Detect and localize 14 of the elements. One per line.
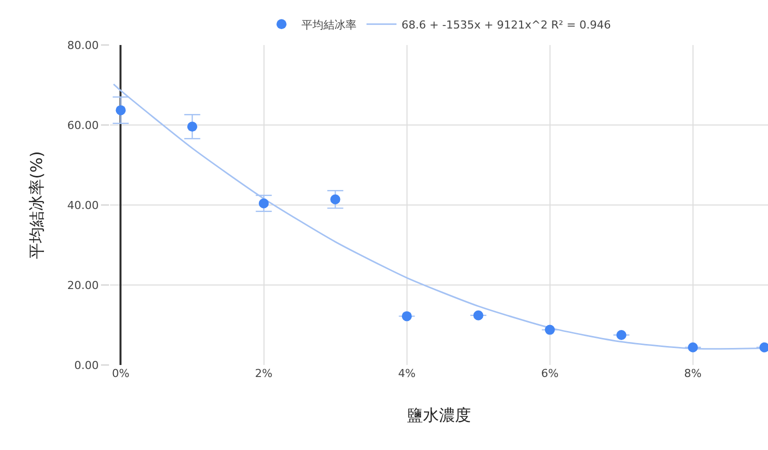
y-axis-title: 平均結冰率(%) [27, 151, 46, 259]
x-tick-label: 2% [255, 367, 272, 380]
y-tick-label: 20.00 [67, 278, 99, 292]
legend-label: 平均結冰率 [302, 18, 356, 32]
x-tick-label: 6% [541, 367, 559, 380]
x-axis-title: 鹽水濃度 [407, 406, 471, 425]
x-tick-label: 8% [684, 367, 702, 380]
x-tick-label: 4% [398, 367, 416, 380]
y-tick-label: 80.00 [67, 38, 99, 52]
y-tick-label: 0.00 [74, 358, 99, 372]
legend-label: 68.6 + -1535x + 9121x^2 R² = 0.946 [402, 18, 611, 32]
x-tick-label: 0% [112, 367, 130, 380]
y-tick-label: 40.00 [67, 198, 99, 212]
y-tick-label: 60.00 [67, 118, 99, 132]
